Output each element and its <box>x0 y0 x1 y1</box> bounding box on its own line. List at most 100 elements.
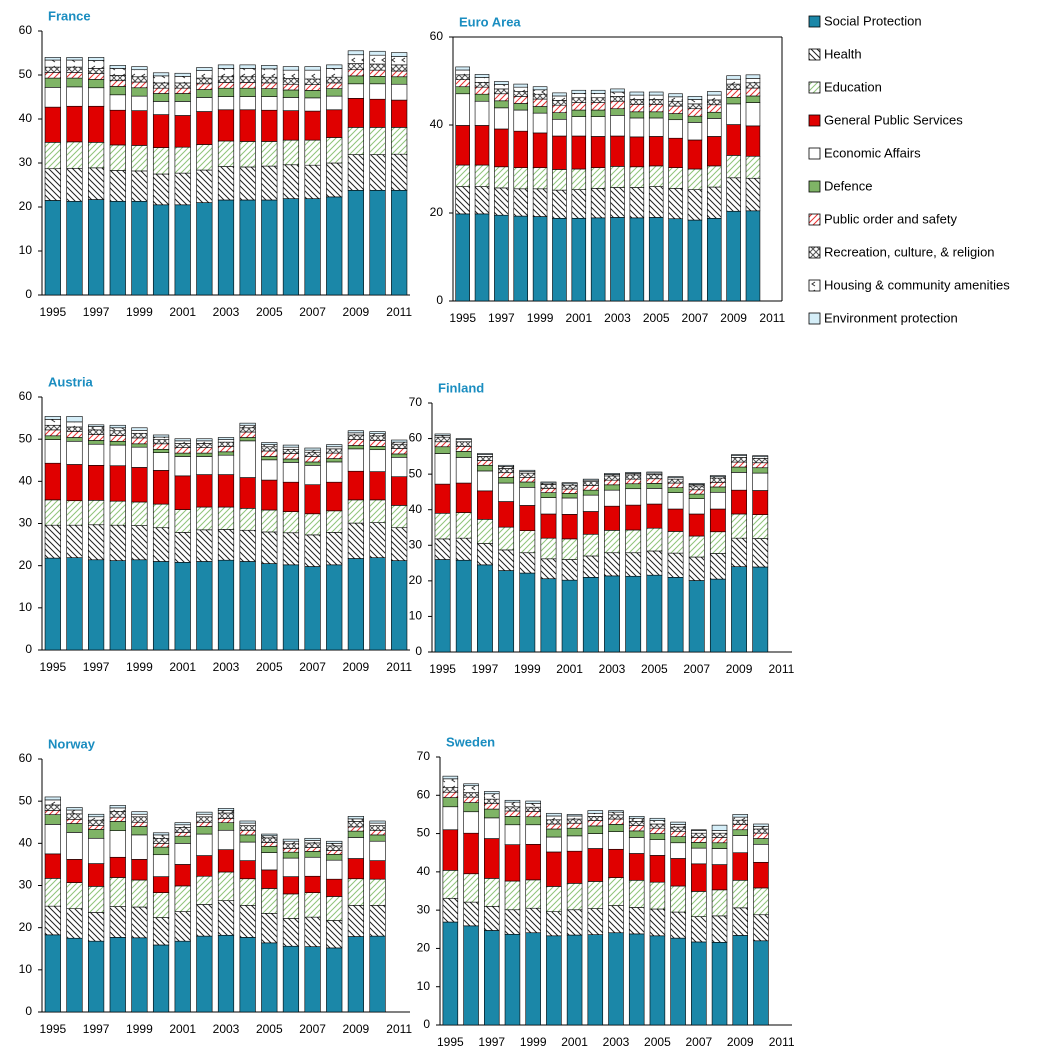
bar-segment <box>347 98 364 128</box>
bar-segment <box>498 468 515 474</box>
bar-segment <box>608 877 624 906</box>
bar-segment <box>463 796 479 803</box>
bar-segment <box>369 83 386 100</box>
bar-segment <box>455 186 470 215</box>
bar-segment <box>628 825 645 832</box>
bar-segment <box>391 439 408 443</box>
bar-segment <box>152 443 170 450</box>
bar-segment <box>174 87 191 94</box>
bar-segment <box>391 70 408 78</box>
x-tick-label: 1995 <box>429 662 456 676</box>
bar-segment <box>196 821 213 827</box>
bar-segment <box>648 186 664 218</box>
bar-segment <box>66 59 83 68</box>
bar-segment <box>709 486 726 493</box>
bar-segment <box>587 848 604 882</box>
bar-segment <box>610 88 625 93</box>
bar-segment <box>582 481 599 486</box>
bar-segment <box>628 837 645 854</box>
bar-segment <box>731 454 747 456</box>
bar-segment <box>455 86 470 95</box>
bar-segment <box>670 836 686 844</box>
bar-segment <box>109 856 126 878</box>
bar-segment <box>304 484 321 515</box>
bar-segment <box>66 77 83 88</box>
bar-segment <box>326 878 343 897</box>
bar-segment <box>484 817 500 839</box>
bar-segment <box>668 119 683 139</box>
bar-segment <box>546 886 562 912</box>
bar-segment <box>304 916 321 947</box>
bar-segment <box>282 532 300 566</box>
bar-segment <box>369 433 386 437</box>
bar-segment <box>691 842 707 849</box>
bar-segment <box>109 430 126 436</box>
bar-segment <box>152 876 170 893</box>
bar-segment <box>629 104 645 113</box>
x-tick-label: 2009 <box>343 1022 370 1036</box>
bar-segment <box>131 76 148 83</box>
bar-segment <box>484 808 500 819</box>
bar-segment <box>590 97 606 103</box>
bar-segment <box>688 483 705 485</box>
bar-segment <box>608 814 624 820</box>
legend-swatch <box>808 114 821 127</box>
bar-segment <box>628 816 645 819</box>
bar-segment <box>434 559 451 653</box>
x-tick-label: 1997 <box>472 662 499 676</box>
bar-segment <box>88 429 105 435</box>
bar-segment <box>571 189 587 219</box>
bar-segment <box>706 94 722 101</box>
bar-segment <box>687 168 703 190</box>
bar-segment <box>571 109 587 117</box>
bar-segment <box>239 529 256 562</box>
bar-segment <box>498 501 515 528</box>
bar-segment <box>477 453 493 455</box>
bar-segment <box>463 832 479 875</box>
bar-segment <box>552 135 567 170</box>
bar-segment <box>484 838 500 879</box>
bar-segment <box>174 509 191 533</box>
bar-segment <box>525 824 541 845</box>
bar-segment <box>484 906 500 931</box>
bar-segment <box>261 68 278 78</box>
bar-segment <box>326 64 343 69</box>
bar-segment <box>455 512 472 539</box>
bar-segment <box>239 878 256 906</box>
bar-segment <box>587 881 604 909</box>
bar-segment <box>131 937 148 1013</box>
bar-segment <box>217 140 235 167</box>
bar-segment <box>347 826 364 832</box>
bar-segment <box>442 791 459 798</box>
bar-segment <box>131 81 148 89</box>
bar-segment <box>196 855 213 877</box>
bar-segment <box>391 56 408 66</box>
bar-segment <box>217 87 235 97</box>
bar-segment <box>88 443 105 466</box>
bar-segment <box>477 464 493 472</box>
bar-segment <box>347 430 364 434</box>
bar-segment <box>687 115 703 123</box>
bar-segment <box>625 552 642 577</box>
bar-segment <box>561 493 578 499</box>
bar-segment <box>369 440 386 447</box>
bar-segment <box>604 552 620 577</box>
y-tick-label: 30 <box>19 878 33 892</box>
bar-segment <box>646 478 663 484</box>
bar-segment <box>731 472 747 491</box>
bar-segment <box>711 824 728 831</box>
bar-segment <box>391 453 408 458</box>
y-tick-label: 50 <box>417 826 431 840</box>
bar-segment <box>131 110 148 146</box>
bar-segment <box>174 475 191 510</box>
bar-segment <box>711 915 728 943</box>
bar-segment <box>66 908 83 939</box>
bar-segment <box>347 816 364 820</box>
bar-segment <box>687 219 703 302</box>
bar-segment <box>217 900 235 936</box>
bar-segment <box>670 830 686 837</box>
bar-segment <box>217 871 235 901</box>
bar-segment <box>109 906 126 938</box>
bar-segment <box>628 879 645 908</box>
bar-segment <box>261 837 278 843</box>
